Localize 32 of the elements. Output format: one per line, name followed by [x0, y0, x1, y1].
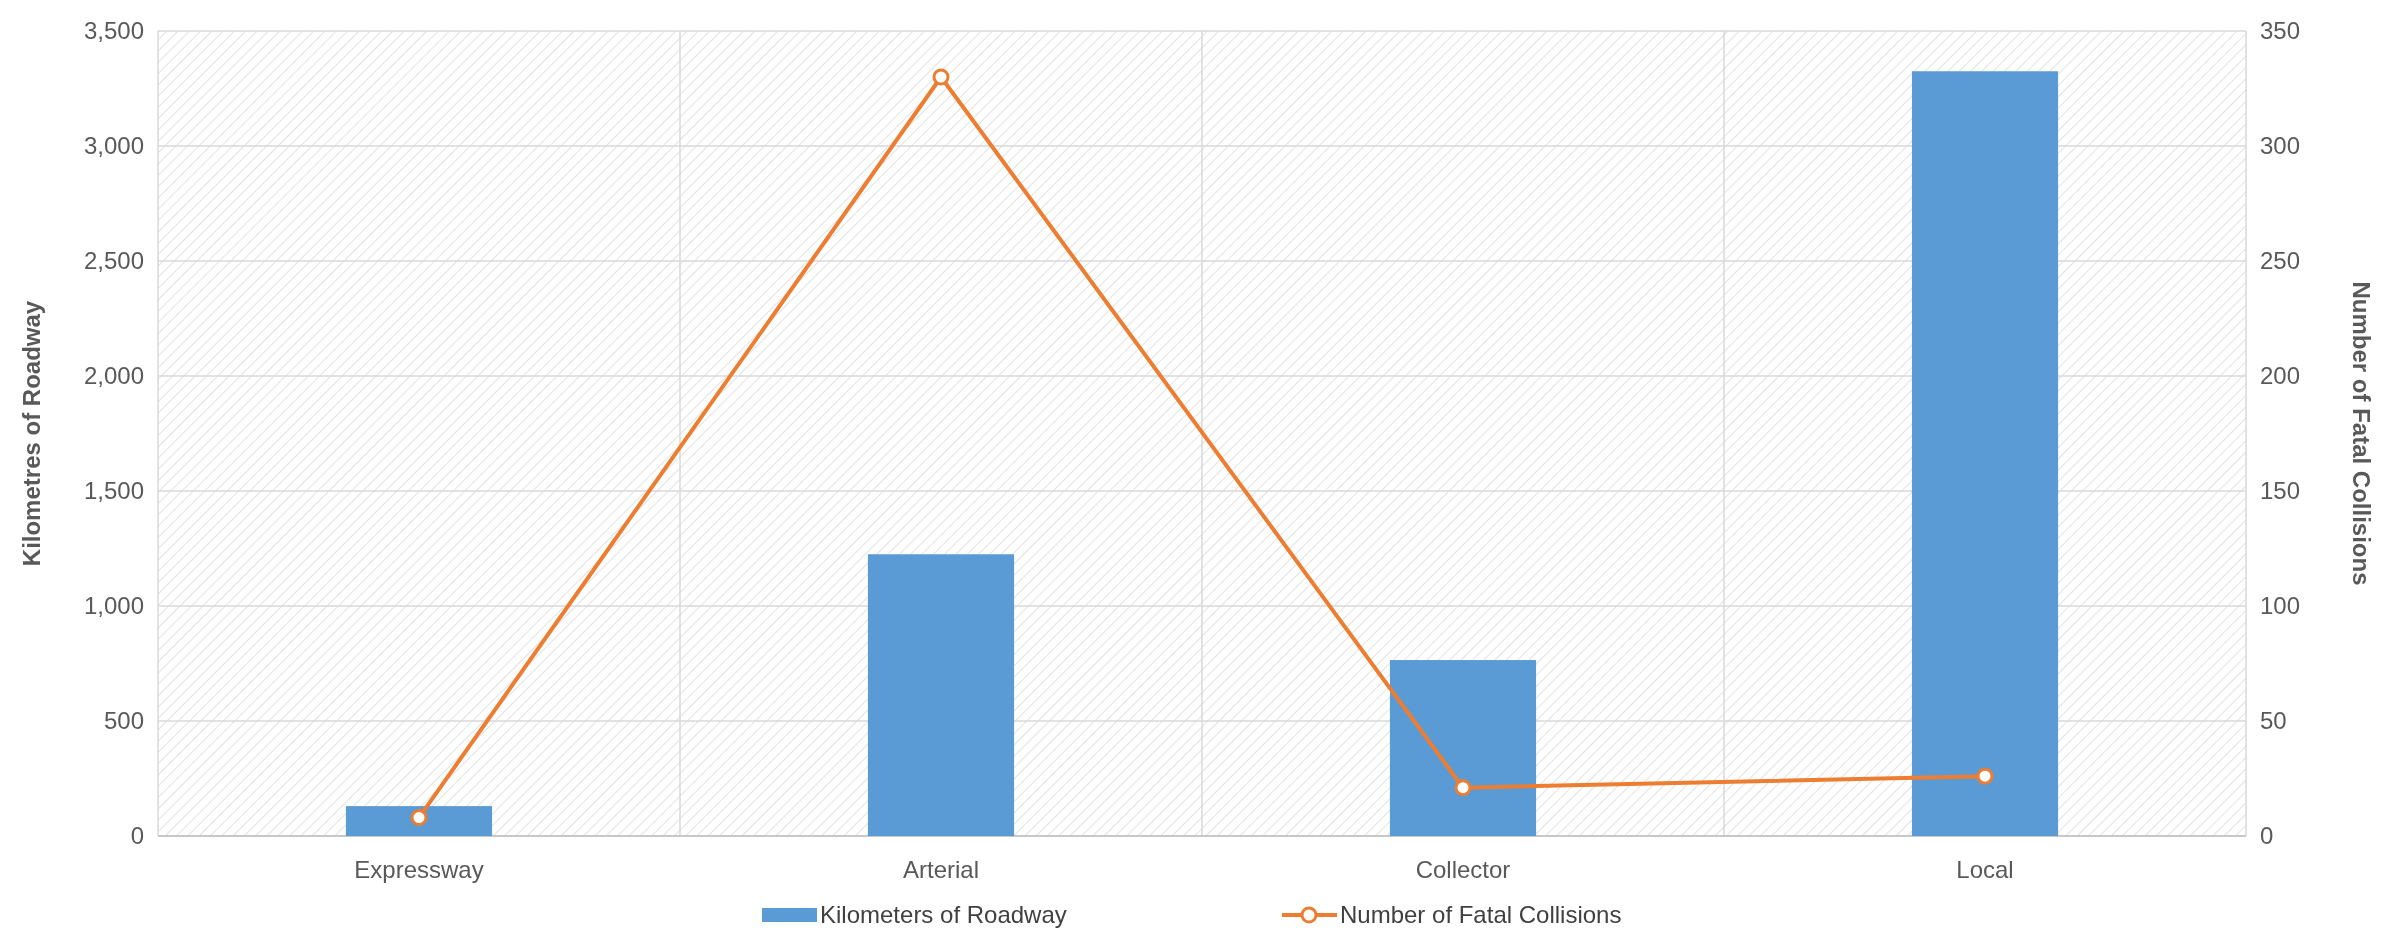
y2-axis-title: Number of Fatal Collisions [2348, 281, 2375, 586]
y2-tick-label: 200 [2260, 362, 2301, 389]
y-axis-title: Kilometres of Roadway [18, 300, 45, 567]
bar [1389, 660, 1537, 836]
y-tick-label: 2,000 [83, 362, 144, 389]
y-tick-label: 2,500 [83, 247, 144, 274]
point [410, 809, 428, 827]
y-tick-label: 1,500 [83, 477, 144, 504]
point [1976, 767, 1994, 785]
y2-tick-label: 0 [2260, 822, 2274, 849]
bar [345, 806, 493, 836]
y-tick-label: 3,500 [83, 17, 144, 44]
y-tick-label: 0 [130, 822, 144, 849]
point [932, 68, 950, 86]
y-tick-label: 1,000 [83, 592, 144, 619]
x-tick-label: Collector [1415, 856, 1511, 883]
x-tick-label: Expressway [354, 856, 484, 883]
bar [1911, 71, 2059, 836]
y-tick-label: 500 [103, 707, 144, 734]
y2-tick-label: 100 [2260, 592, 2301, 619]
y2-tick-label: 50 [2260, 707, 2287, 734]
y2-tick-label: 250 [2260, 247, 2301, 274]
x-tick-label: Arterial [902, 856, 980, 883]
legend-label: Number of Fatal Collisions [1340, 901, 1622, 928]
y2-tick-label: 150 [2260, 477, 2301, 504]
bar [867, 554, 1015, 836]
legend-label: Kilometers of Roadway [820, 901, 1067, 928]
y2-tick-label: 300 [2260, 132, 2301, 159]
y-tick-label: 3,000 [83, 132, 144, 159]
point [1454, 779, 1472, 797]
x-tick-label: Local [1956, 856, 2014, 883]
y2-tick-label: 350 [2260, 17, 2301, 44]
